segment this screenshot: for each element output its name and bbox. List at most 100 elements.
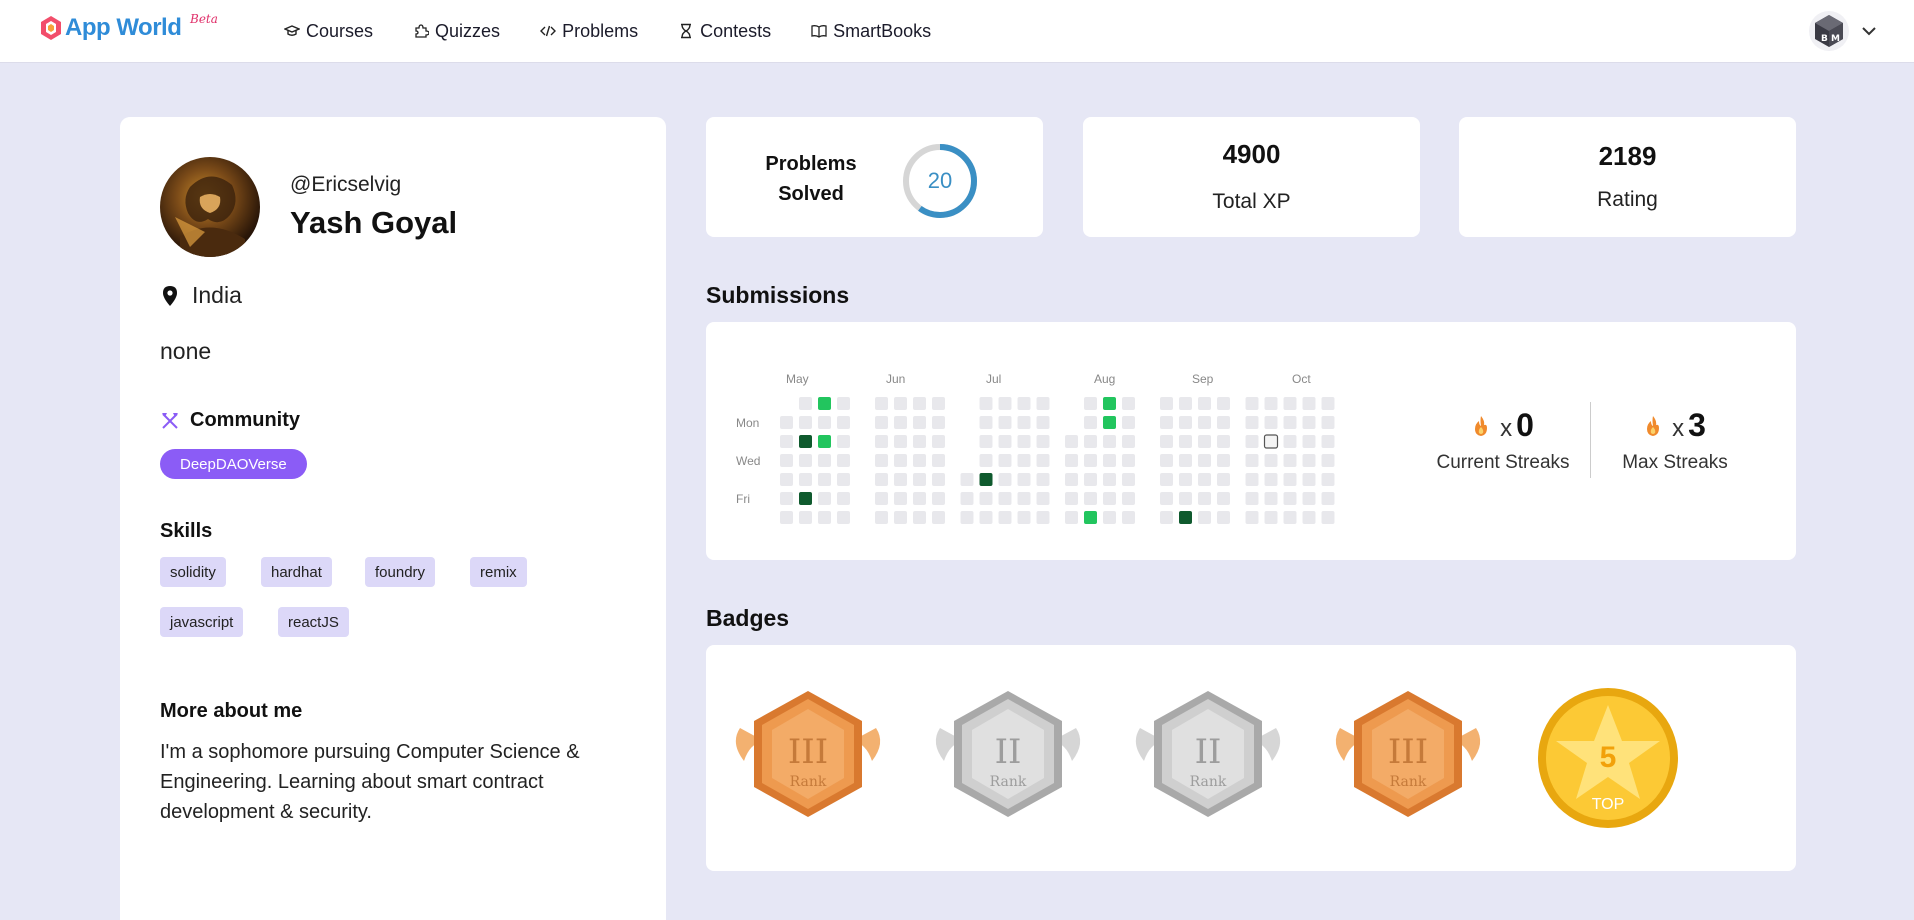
- heatmap-day-cell[interactable]: [1103, 492, 1116, 505]
- heatmap-day-cell[interactable]: [1103, 397, 1116, 410]
- heatmap-day-cell[interactable]: [1302, 435, 1316, 448]
- heatmap-day-cell[interactable]: [875, 492, 888, 505]
- heatmap-day-cell[interactable]: [1017, 492, 1031, 505]
- heatmap-day-cell[interactable]: [1264, 454, 1278, 467]
- heatmap-day-cell[interactable]: [894, 454, 907, 467]
- heatmap-day-cell[interactable]: [1198, 397, 1211, 410]
- heatmap-day-cell[interactable]: [1160, 511, 1173, 524]
- heatmap-day-cell[interactable]: [979, 397, 993, 410]
- heatmap-day-cell[interactable]: [818, 511, 831, 524]
- heatmap-day-cell[interactable]: [932, 416, 945, 429]
- heatmap-day-cell[interactable]: [979, 511, 993, 524]
- heatmap-day-cell[interactable]: [1122, 435, 1135, 448]
- heatmap-day-cell[interactable]: [1264, 397, 1278, 410]
- heatmap-day-cell[interactable]: [1017, 511, 1031, 524]
- heatmap-day-cell[interactable]: [932, 492, 945, 505]
- heatmap-day-cell[interactable]: [1198, 473, 1211, 486]
- heatmap-day-cell[interactable]: [894, 397, 907, 410]
- heatmap-day-cell[interactable]: [998, 492, 1012, 505]
- heatmap-day-cell[interactable]: [837, 511, 850, 524]
- heatmap-day-cell[interactable]: [1084, 435, 1097, 448]
- chevron-down-icon[interactable]: [1860, 22, 1878, 40]
- heatmap-day-cell[interactable]: [979, 435, 993, 448]
- heatmap-day-cell[interactable]: [1065, 454, 1078, 467]
- heatmap-day-cell[interactable]: [932, 511, 945, 524]
- heatmap-day-cell[interactable]: [1198, 492, 1211, 505]
- heatmap-day-cell[interactable]: [1084, 492, 1097, 505]
- heatmap-day-cell[interactable]: [998, 397, 1012, 410]
- heatmap-day-cell[interactable]: [1245, 511, 1259, 524]
- heatmap-day-cell[interactable]: [1283, 454, 1297, 467]
- heatmap-day-cell[interactable]: [837, 397, 850, 410]
- heatmap-day-cell[interactable]: [780, 473, 793, 486]
- heatmap-day-cell[interactable]: [1217, 454, 1230, 467]
- heatmap-day-cell[interactable]: [875, 454, 888, 467]
- heatmap-day-cell[interactable]: [1198, 511, 1211, 524]
- heatmap-day-cell[interactable]: [1036, 492, 1050, 505]
- heatmap-day-cell[interactable]: [1217, 397, 1230, 410]
- heatmap-day-cell[interactable]: [913, 435, 926, 448]
- heatmap-day-cell[interactable]: [1321, 397, 1335, 410]
- heatmap-day-cell[interactable]: [1321, 492, 1335, 505]
- heatmap-day-cell[interactable]: [875, 511, 888, 524]
- heatmap-day-cell[interactable]: [1122, 511, 1135, 524]
- heatmap-day-cell[interactable]: [979, 416, 993, 429]
- heatmap-day-cell[interactable]: [818, 397, 831, 410]
- heatmap-day-cell[interactable]: [979, 454, 993, 467]
- heatmap-day-cell[interactable]: [1302, 397, 1316, 410]
- heatmap-day-cell[interactable]: [1264, 416, 1278, 429]
- heatmap-day-cell[interactable]: [1198, 454, 1211, 467]
- heatmap-day-cell[interactable]: [1283, 492, 1297, 505]
- heatmap-day-cell[interactable]: [799, 435, 812, 448]
- heatmap-day-cell[interactable]: [799, 511, 812, 524]
- heatmap-day-cell[interactable]: [998, 416, 1012, 429]
- heatmap-day-cell[interactable]: [1036, 511, 1050, 524]
- heatmap-day-cell[interactable]: [837, 435, 850, 448]
- heatmap-day-cell[interactable]: [1017, 416, 1031, 429]
- heatmap-day-cell[interactable]: [799, 416, 812, 429]
- heatmap-day-cell[interactable]: [875, 416, 888, 429]
- heatmap-day-cell[interactable]: [1245, 473, 1259, 486]
- heatmap-day-cell[interactable]: [1179, 416, 1192, 429]
- community-tag[interactable]: DeepDAOVerse: [160, 449, 307, 479]
- heatmap-day-cell[interactable]: [837, 473, 850, 486]
- heatmap-day-cell[interactable]: [1283, 416, 1297, 429]
- heatmap-day-cell[interactable]: [1103, 473, 1116, 486]
- heatmap-day-cell[interactable]: [1122, 492, 1135, 505]
- heatmap-day-cell[interactable]: [1160, 397, 1173, 410]
- heatmap-day-cell[interactable]: [1283, 435, 1297, 448]
- heatmap-day-cell[interactable]: [1302, 454, 1316, 467]
- heatmap-day-cell[interactable]: [875, 473, 888, 486]
- heatmap-day-cell[interactable]: [1122, 473, 1135, 486]
- heatmap-day-cell[interactable]: [818, 454, 831, 467]
- heatmap-day-cell[interactable]: [1065, 435, 1078, 448]
- heatmap-day-cell[interactable]: [1321, 435, 1335, 448]
- heatmap-day-cell[interactable]: [932, 397, 945, 410]
- heatmap-day-cell[interactable]: [1036, 416, 1050, 429]
- heatmap-day-cell[interactable]: [799, 454, 812, 467]
- heatmap-day-cell[interactable]: [998, 454, 1012, 467]
- heatmap-day-cell[interactable]: [913, 454, 926, 467]
- heatmap-day-cell[interactable]: [894, 511, 907, 524]
- heatmap-day-cell[interactable]: [1283, 511, 1297, 524]
- heatmap-day-cell[interactable]: [1122, 454, 1135, 467]
- heatmap-day-cell[interactable]: [1017, 454, 1031, 467]
- heatmap-day-cell[interactable]: [818, 416, 831, 429]
- nav-problems[interactable]: Problems: [540, 21, 638, 42]
- heatmap-day-cell[interactable]: [913, 511, 926, 524]
- heatmap-day-cell[interactable]: [979, 492, 993, 505]
- heatmap-day-cell[interactable]: [1245, 416, 1259, 429]
- heatmap-day-cell[interactable]: [1065, 511, 1078, 524]
- heatmap-day-cell[interactable]: [818, 473, 831, 486]
- heatmap-day-cell[interactable]: [1198, 435, 1211, 448]
- heatmap-day-cell[interactable]: [1302, 511, 1316, 524]
- heatmap-day-cell[interactable]: [1017, 435, 1031, 448]
- heatmap-day-cell[interactable]: [1122, 397, 1135, 410]
- heatmap-day-cell[interactable]: [932, 435, 945, 448]
- heatmap-day-cell[interactable]: [1245, 454, 1259, 467]
- heatmap-day-cell[interactable]: [837, 416, 850, 429]
- heatmap-day-cell[interactable]: [799, 397, 812, 410]
- heatmap-day-cell[interactable]: [1103, 435, 1116, 448]
- heatmap-day-cell[interactable]: [1217, 511, 1230, 524]
- heatmap-day-cell[interactable]: [1036, 454, 1050, 467]
